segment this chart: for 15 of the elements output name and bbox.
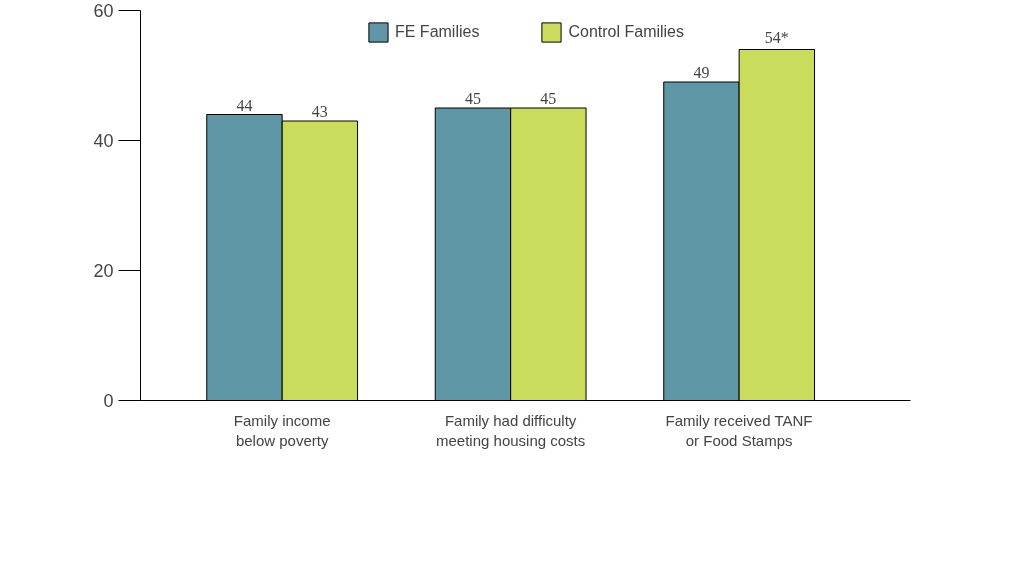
legend-label: Control Families [568, 23, 685, 41]
y-tick-label: 40 [93, 131, 114, 151]
x-tick-label: Family received TANF or Food Stamps [665, 411, 813, 449]
data-label: 45 [540, 90, 557, 107]
x-tick-label: Family had difficulty meeting housing costs [436, 411, 586, 449]
data-label: 49 [693, 64, 710, 81]
y-tick-label: 0 [103, 391, 114, 411]
data-label: 44 [236, 96, 253, 114]
legend-label: FE Families [394, 23, 480, 41]
y-tick-label: 60 [93, 1, 114, 21]
x-tick-label: Family income below poverty [233, 411, 331, 449]
data-label: 45 [464, 90, 481, 107]
y-tick-label: 20 [93, 261, 114, 281]
data-label: 43 [311, 103, 328, 120]
data-label: 54* [764, 28, 789, 46]
